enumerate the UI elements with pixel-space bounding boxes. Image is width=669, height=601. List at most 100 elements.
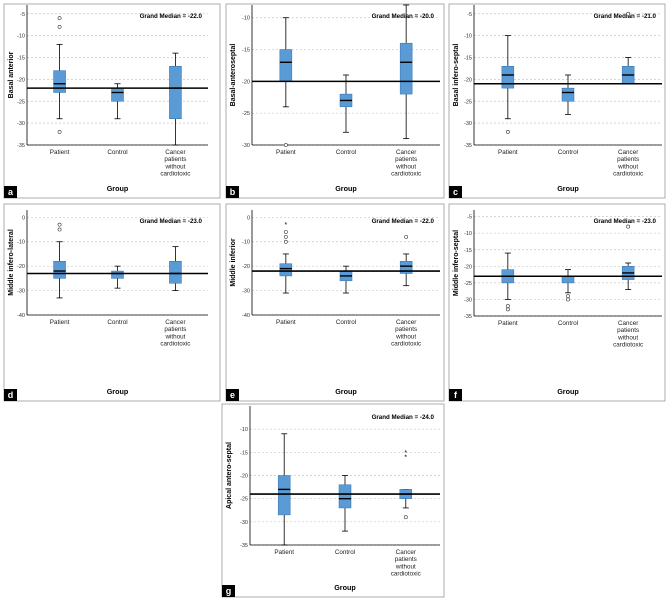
y-tick-label: -25 — [464, 281, 472, 287]
y-tick-label: -15 — [17, 56, 25, 62]
y-tick-label: -35 — [464, 143, 472, 149]
x-tick-label: patients — [617, 156, 639, 163]
x-axis-label: Group — [107, 387, 129, 396]
box-iqr — [277, 475, 291, 516]
y-tick-label: -20 — [242, 79, 250, 85]
box-iqr — [279, 263, 293, 277]
x-tick-label: patients — [617, 327, 639, 334]
y-tick-label: -15 — [464, 56, 472, 62]
y-tick-label: -30 — [17, 121, 25, 127]
x-tick-label: Control — [335, 549, 355, 556]
box-iqr — [53, 70, 66, 93]
y-tick-label: -5 — [467, 12, 472, 18]
panel-frame — [221, 403, 445, 598]
x-tick-label: Cancer — [396, 149, 416, 156]
panel-e: 0 -10 -20 -30 -40 Middle inferior Grand Median… — [225, 203, 445, 402]
y-tick-label: -10 — [240, 427, 248, 433]
box-1 — [279, 17, 293, 147]
x-tick-label: Patient — [276, 319, 296, 326]
outlier-point — [404, 234, 409, 239]
box-1 — [277, 433, 291, 546]
outlier-point — [283, 230, 288, 234]
x-tick-label: Patient — [276, 149, 296, 156]
grand-median-label: Grand Median = -21.0 — [594, 13, 657, 20]
x-tick-label: Control — [107, 149, 127, 156]
box-1: * — [279, 222, 293, 294]
x-tick-label: without — [164, 163, 185, 170]
extreme-point: * — [404, 454, 407, 461]
y-axis-label: Basal-anteroseptal — [230, 44, 237, 107]
panel-frame — [448, 203, 666, 402]
outlier-point — [57, 227, 62, 232]
x-tick-label: without — [617, 334, 638, 341]
box-iqr — [169, 66, 182, 119]
grand-median-label: Grand Median = -22.0 — [140, 13, 203, 20]
x-tick-label: without — [395, 563, 416, 570]
outlier-point — [283, 143, 288, 147]
outlier-point — [283, 234, 288, 239]
y-tick-label: -35 — [17, 143, 25, 149]
panel-frame — [3, 203, 221, 402]
y-tick-label: -10 — [242, 240, 250, 246]
box-iqr — [111, 87, 124, 102]
box-2 — [339, 74, 353, 133]
x-tick-label: patients — [395, 326, 417, 333]
panel-tag-letter: c — [453, 187, 458, 197]
x-tick-label: Cancer — [618, 149, 638, 156]
y-tick-label: -20 — [464, 77, 472, 83]
panel-tag-letter: a — [8, 187, 14, 197]
panel-tag-letter: f — [454, 390, 458, 400]
y-tick-label: -35 — [240, 543, 248, 549]
y-tick-label: -30 — [17, 289, 25, 295]
y-tick-label: -15 — [240, 450, 248, 456]
outlier-point — [57, 222, 62, 227]
x-tick-label: Cancer — [396, 319, 416, 326]
x-tick-label: without — [164, 333, 185, 340]
x-tick-label: Patient — [498, 149, 518, 156]
panel-frame — [448, 3, 666, 199]
x-tick-label: Cancer — [165, 149, 185, 156]
panel-tag — [226, 389, 239, 401]
box-2 — [338, 475, 352, 532]
x-tick-label: without — [395, 163, 416, 170]
outlier-point — [566, 294, 570, 299]
panel-tag — [226, 186, 239, 198]
y-tick-label: -20 — [17, 264, 25, 270]
extreme-point: * — [404, 450, 407, 457]
x-tick-label: patients — [164, 156, 186, 163]
x-tick-label: cardiotoxic — [391, 341, 421, 348]
outlier-point — [505, 129, 510, 134]
y-tick-label: -30 — [464, 121, 472, 127]
panel-d: 0 -10 -20 -30 -40 Middle infero-lateral Grand … — [3, 203, 221, 402]
panel-g: -10 -15 -20 -25 -30 -35 Apical antero-septal Gr… — [221, 403, 445, 598]
y-tick-label: -30 — [240, 520, 248, 526]
x-tick-label: without — [617, 163, 638, 170]
x-tick-label: Patient — [50, 319, 70, 326]
panel-tag — [449, 186, 462, 198]
grand-median-label: Grand Median = -23.0 — [594, 218, 657, 225]
panel-a: -5 -10 -15 -20 -25 -30 -35 Basal anterior Grand … — [3, 3, 221, 199]
panel-tag-letter: e — [230, 390, 235, 400]
x-tick-label: cardiotoxic — [613, 171, 643, 178]
x-tick-label: patients — [164, 326, 186, 333]
box-iqr — [561, 87, 575, 102]
y-axis-label: Apical antero-septal — [226, 442, 233, 509]
x-axis-label: Group — [335, 184, 357, 193]
x-tick-label: cardiotoxic — [160, 171, 190, 178]
x-tick-label: Cancer — [165, 319, 185, 326]
panel-c: -5 -10 -15 -20 -25 -30 -35 Basal infero-septal G… — [448, 3, 666, 199]
y-tick-label: -25 — [17, 99, 25, 105]
y-tick-label: 0 — [22, 215, 25, 221]
x-axis-label: Group — [107, 184, 129, 193]
y-tick-label: -40 — [17, 313, 25, 319]
panel-tag-letter: g — [226, 586, 232, 596]
x-axis-label: Group — [335, 387, 357, 396]
panel-b: -10 -15 -20 -25 -30 Basal-anteroseptal Grand M… — [225, 3, 445, 199]
panel-frame — [225, 203, 445, 402]
extreme-point: * — [284, 222, 287, 229]
x-axis-label: Group — [557, 184, 579, 193]
x-tick-label: Patient — [498, 320, 518, 327]
y-tick-label: -15 — [242, 48, 250, 54]
y-tick-label: -10 — [17, 240, 25, 246]
y-tick-label: -40 — [242, 313, 250, 319]
